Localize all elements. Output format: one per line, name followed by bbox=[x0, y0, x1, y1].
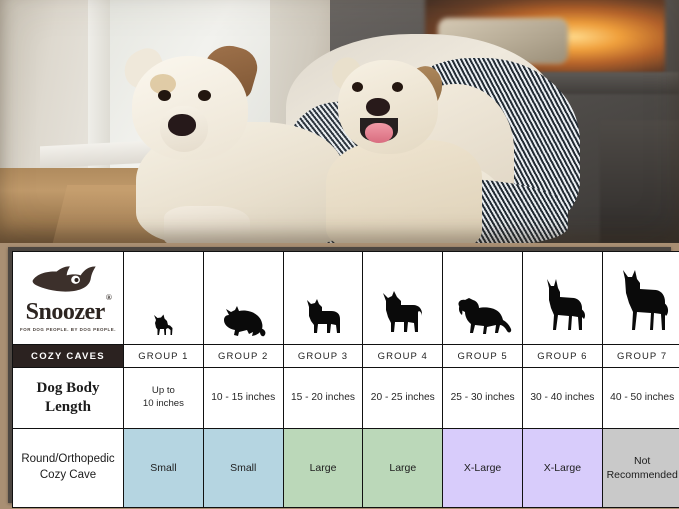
silhouette-cell-group-3 bbox=[282, 251, 364, 345]
boston-terrier-silhouette bbox=[306, 299, 340, 333]
dog-right-eye-right bbox=[392, 82, 403, 92]
group-header-7: GROUP 7 bbox=[601, 344, 679, 368]
snoozer-dog-logo bbox=[32, 266, 96, 292]
chihuahua-silhouette bbox=[154, 314, 173, 335]
size-cell-line-2: Recommended bbox=[606, 469, 678, 481]
dog-right-eye-left bbox=[352, 82, 363, 92]
dog-left-front-legs bbox=[164, 206, 250, 243]
brand-tagline: FOR DOG PEOPLE. BY DOG PEOPLE. bbox=[20, 327, 116, 332]
silhouette-cell-group-2 bbox=[202, 251, 284, 345]
row-label-line-2: Length bbox=[45, 399, 91, 415]
size-cell-group-4: Large bbox=[362, 428, 444, 508]
row-label2-line-1: Round/Orthopedic bbox=[21, 453, 115, 466]
brand-wordmark: Snoozer® bbox=[25, 294, 112, 325]
length-cell-group-1: Up to 10 inches bbox=[123, 367, 204, 429]
group-header-5: GROUP 5 bbox=[442, 344, 523, 368]
size-chart-table-card: Snoozer® FOR DOG PEOPLE. BY DOG PEOPLE. bbox=[8, 247, 679, 508]
shiba-inu-silhouette bbox=[382, 291, 422, 332]
registered-mark: ® bbox=[105, 293, 112, 302]
size-chart-table: Snoozer® FOR DOG PEOPLE. BY DOG PEOPLE. bbox=[12, 251, 679, 508]
great-dane-silhouette bbox=[623, 270, 669, 330]
size-cell-group-6: X-Large bbox=[521, 428, 603, 508]
row-label-dog-body-length: Dog Body Length bbox=[12, 367, 124, 429]
group-header-1: GROUP 1 bbox=[123, 344, 204, 368]
dog-left-nose bbox=[168, 114, 196, 136]
silhouette-cell-group-7 bbox=[601, 251, 679, 345]
table-row-group-headers: COZY CAVES GROUP 1 GROUP 2 GROUP 3 GROUP… bbox=[12, 344, 679, 368]
size-cell-group-2: Small bbox=[202, 428, 284, 508]
length-cell-group-2: 10 - 15 inches bbox=[202, 367, 284, 429]
size-cell-group-1: Small bbox=[123, 428, 204, 508]
dog-left-eye-left bbox=[158, 90, 171, 101]
size-cell-group-7: Not Recommended bbox=[601, 428, 679, 508]
group-header-2: GROUP 2 bbox=[202, 344, 284, 368]
length-cell-group-7: 40 - 50 inches bbox=[601, 367, 679, 429]
dog-left-face-patch bbox=[150, 74, 176, 94]
pomeranian-silhouette bbox=[224, 306, 266, 337]
silhouette-cell-group-6 bbox=[521, 251, 603, 345]
size-cell-group-5: X-Large bbox=[442, 428, 523, 508]
row-label-round-orthopedic-cozy-cave: Round/Orthopedic Cozy Cave bbox=[12, 428, 124, 508]
photo-dog-right bbox=[326, 30, 538, 243]
row-label-line-1: Dog Body bbox=[36, 380, 100, 397]
group-header-6: GROUP 6 bbox=[521, 344, 603, 368]
brand-logo-cell: Snoozer® FOR DOG PEOPLE. BY DOG PEOPLE. bbox=[12, 251, 124, 345]
dog-right-tongue bbox=[365, 123, 393, 143]
table-row-cozy-cave-size: Round/Orthopedic Cozy Cave Small Small L… bbox=[12, 428, 679, 508]
silhouette-cell-group-1 bbox=[123, 251, 204, 345]
size-cell-line-1: Not bbox=[634, 454, 651, 467]
length-line-1: Up to bbox=[151, 385, 175, 397]
doberman-silhouette bbox=[547, 279, 586, 330]
silhouette-cell-group-5 bbox=[442, 251, 523, 345]
size-cell-group-3: Large bbox=[282, 428, 364, 508]
group-header-3: GROUP 3 bbox=[282, 344, 364, 368]
cozy-caves-banner: COZY CAVES bbox=[12, 344, 124, 368]
photo-vignette bbox=[0, 0, 679, 243]
table-row-silhouettes: Snoozer® FOR DOG PEOPLE. BY DOG PEOPLE. bbox=[12, 251, 679, 345]
hero-photo bbox=[0, 0, 679, 243]
dog-right-nose bbox=[366, 98, 390, 116]
length-cell-group-3: 15 - 20 inches bbox=[282, 367, 364, 429]
table-row-dog-body-length: Dog Body Length Up to 10 inches 10 - 15 … bbox=[12, 367, 679, 429]
length-cell-group-5: 25 - 30 inches bbox=[442, 367, 523, 429]
golden-retriever-silhouette bbox=[458, 298, 511, 334]
brand-name: Snoozer bbox=[25, 299, 106, 325]
photo-dog-left bbox=[118, 30, 348, 243]
length-line-2: 10 inches bbox=[142, 398, 184, 409]
fireplace-side-panel bbox=[600, 120, 679, 243]
silhouette-cell-group-4 bbox=[362, 251, 444, 345]
row-label2-line-2: Cozy Cave bbox=[39, 469, 97, 481]
length-cell-group-6: 30 - 40 inches bbox=[521, 367, 603, 429]
dog-right-body bbox=[326, 140, 482, 243]
dog-left-eye-right bbox=[198, 90, 211, 101]
length-cell-group-4: 20 - 25 inches bbox=[362, 367, 444, 429]
group-header-4: GROUP 4 bbox=[362, 344, 444, 368]
